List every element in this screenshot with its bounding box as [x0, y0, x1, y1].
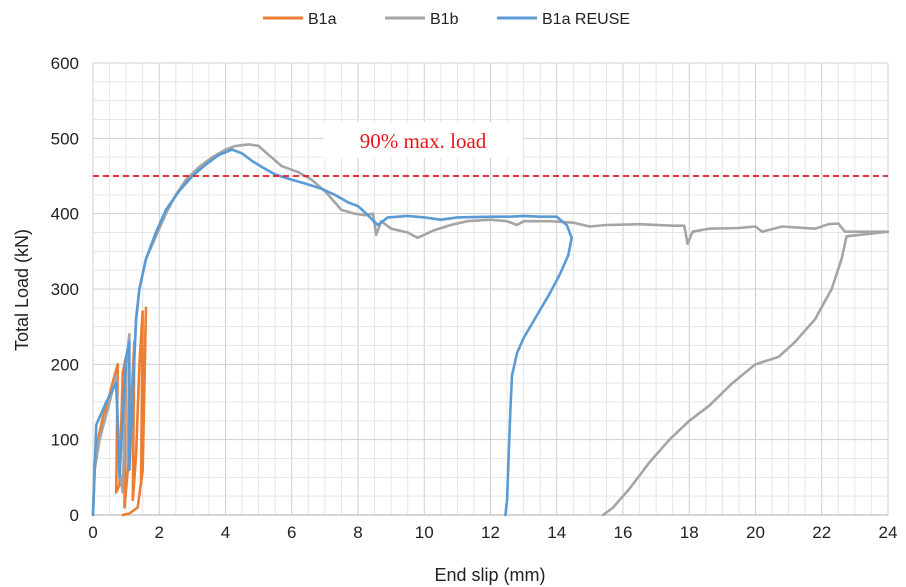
- legend-label: B1b: [430, 11, 459, 28]
- y-axis-ticks: 0 100 200 300 400 500 600: [51, 54, 79, 525]
- y-tick-label: 600: [51, 54, 79, 73]
- x-tick-label: 0: [88, 523, 97, 542]
- chart-grid: [92, 62, 889, 516]
- x-tick-label: 2: [155, 523, 164, 542]
- reference-line-group: 90% max. load: [93, 122, 888, 177]
- x-tick-label: 22: [812, 523, 831, 542]
- x-tick-label: 6: [287, 523, 296, 542]
- legend-label: B1a: [308, 11, 337, 28]
- x-tick-label: 12: [481, 523, 500, 542]
- y-tick-label: 200: [51, 355, 79, 374]
- x-axis-ticks: 0 2 4 6 8 10 12 14 16 18 20 22 24: [88, 523, 897, 542]
- x-tick-label: 20: [746, 523, 765, 542]
- series-lines: [91, 143, 890, 517]
- x-tick-label: 8: [353, 523, 362, 542]
- y-tick-label: 0: [70, 506, 79, 525]
- y-tick-label: 100: [51, 431, 79, 450]
- series-line-b1a-reuse: [91, 148, 573, 517]
- x-tick-label: 14: [547, 523, 566, 542]
- reference-line-label: 90% max. load: [360, 129, 487, 153]
- x-tick-label: 24: [879, 523, 898, 542]
- x-tick-label: 4: [221, 523, 230, 542]
- y-tick-label: 400: [51, 205, 79, 224]
- y-axis-title: Total Load (kN): [12, 229, 32, 351]
- x-axis-title: End slip (mm): [434, 565, 545, 585]
- x-tick-label: 10: [415, 523, 434, 542]
- legend: B1a B1b B1a REUSE: [263, 11, 630, 28]
- y-tick-label: 500: [51, 129, 79, 148]
- x-tick-label: 18: [680, 523, 699, 542]
- legend-label: B1a REUSE: [542, 11, 630, 28]
- annotation-box: [323, 122, 523, 158]
- x-tick-label: 16: [614, 523, 633, 542]
- y-tick-label: 300: [51, 280, 79, 299]
